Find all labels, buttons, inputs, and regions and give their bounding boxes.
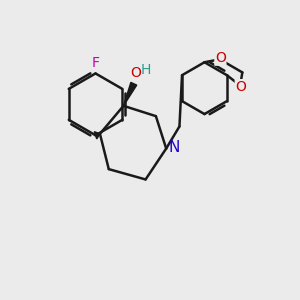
Text: F: F <box>92 56 100 70</box>
Text: O: O <box>235 80 246 94</box>
Text: H: H <box>141 63 152 77</box>
Text: O: O <box>130 66 141 80</box>
Polygon shape <box>94 132 100 139</box>
Text: N: N <box>168 140 180 154</box>
Polygon shape <box>124 82 137 106</box>
Text: O: O <box>215 51 226 65</box>
